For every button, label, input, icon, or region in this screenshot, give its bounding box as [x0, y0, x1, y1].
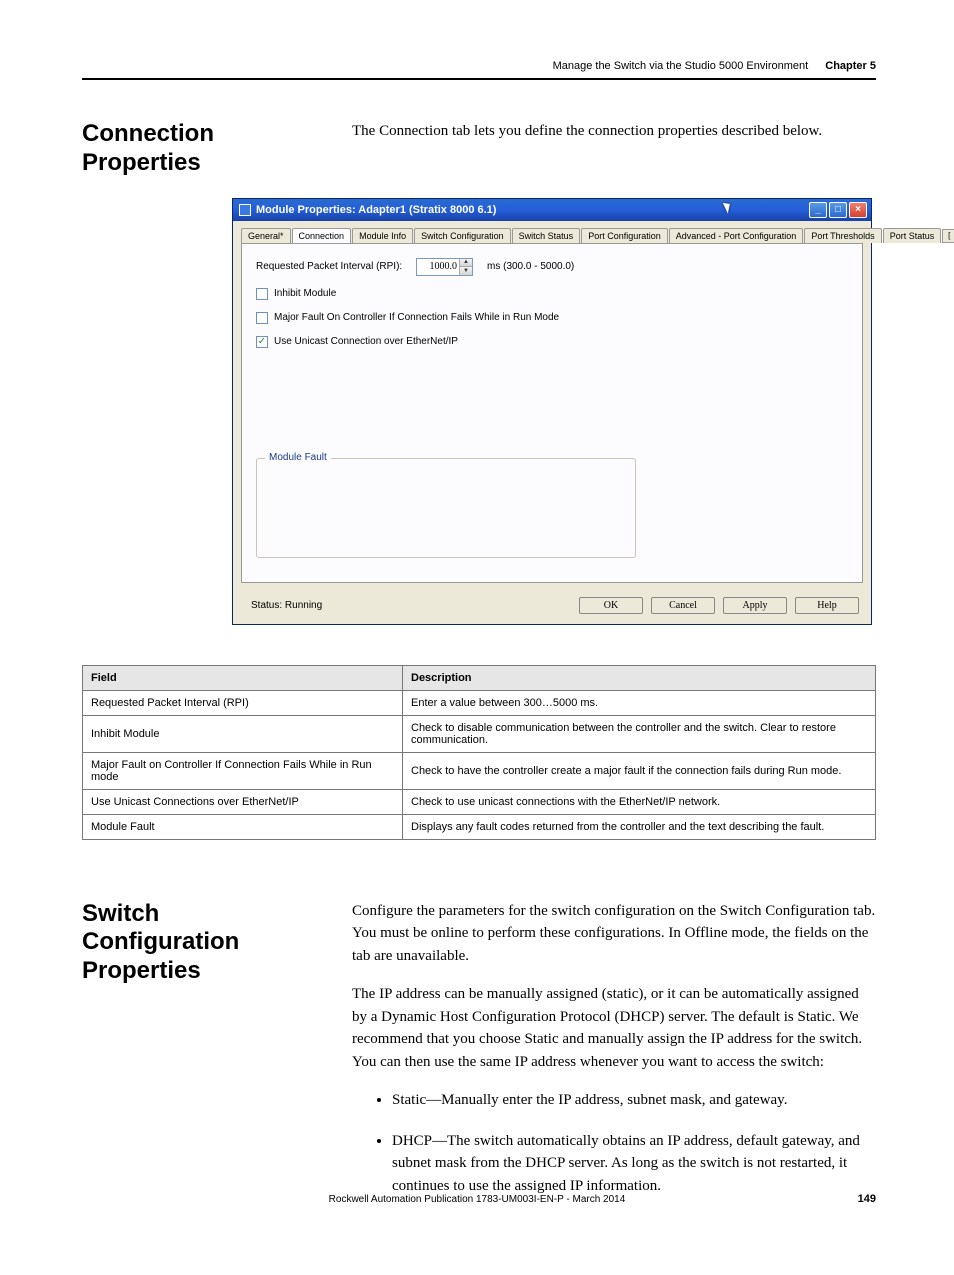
page-header: Manage the Switch via the Studio 5000 En… [82, 60, 876, 80]
major-fault-label: Major Fault On Controller If Connection … [274, 312, 559, 323]
apply-button[interactable]: Apply [723, 597, 787, 614]
breadcrumb-text: Manage the Switch via the Studio 5000 En… [553, 60, 809, 72]
inhibit-label: Inhibit Module [274, 288, 336, 299]
tab-adv-port-config[interactable]: Advanced - Port Configuration [669, 228, 804, 243]
tab-connection[interactable]: Connection [292, 228, 352, 244]
connection-tab-panel: Requested Packet Interval (RPI): ▲ ▼ ms … [241, 243, 863, 583]
table-row: Module Fault Displays any fault codes re… [83, 814, 876, 839]
cell-field: Requested Packet Interval (RPI) [83, 690, 403, 715]
unicast-checkbox[interactable]: ✓ [256, 336, 268, 348]
cell-desc: Check to disable communication between t… [403, 715, 876, 752]
tab-general[interactable]: General* [241, 228, 291, 243]
switch-config-li1: Static—Manually enter the IP address, su… [392, 1089, 876, 1112]
dialog-titlebar: Module Properties: Adapter1 (Stratix 800… [233, 199, 871, 221]
th-field: Field [83, 665, 403, 690]
th-description: Description [403, 665, 876, 690]
field-description-table: Field Description Requested Packet Inter… [82, 665, 876, 840]
table-row: Use Unicast Connections over EtherNet/IP… [83, 789, 876, 814]
section-intro-connection: The Connection tab lets you define the c… [352, 120, 876, 143]
tab-module-info[interactable]: Module Info [352, 228, 413, 243]
ok-button[interactable]: OK [579, 597, 643, 614]
cell-desc: Check to have the controller create a ma… [403, 752, 876, 789]
minimize-button[interactable]: _ [809, 202, 827, 218]
rpi-label: Requested Packet Interval (RPI): [256, 261, 416, 272]
page-number: 149 [858, 1193, 876, 1205]
dialog-screenshot: Module Properties: Adapter1 (Stratix 800… [232, 198, 872, 625]
unicast-label: Use Unicast Connection over EtherNet/IP [274, 336, 458, 347]
cell-field: Module Fault [83, 814, 403, 839]
maximize-button[interactable]: □ [829, 202, 847, 218]
table-row: Inhibit Module Check to disable communic… [83, 715, 876, 752]
rpi-input[interactable] [417, 259, 459, 275]
tab-port-config[interactable]: Port Configuration [581, 228, 668, 243]
help-button[interactable]: Help [795, 597, 859, 614]
section-heading-switch-config: Switch Configuration Properties [82, 900, 322, 986]
cell-field: Major Fault on Controller If Connection … [83, 752, 403, 789]
tab-port-status[interactable]: Port Status [883, 228, 942, 243]
app-icon [239, 204, 251, 216]
chapter-label: Chapter 5 [825, 60, 876, 72]
tab-switch-config[interactable]: Switch Configuration [414, 228, 511, 243]
cancel-button[interactable]: Cancel [651, 597, 715, 614]
rpi-spin-down[interactable]: ▼ [459, 267, 472, 275]
module-fault-legend: Module Fault [265, 452, 331, 463]
cell-field: Use Unicast Connections over EtherNet/IP [83, 789, 403, 814]
status-text: Status: Running [251, 600, 571, 611]
table-row: Requested Packet Interval (RPI) Enter a … [83, 690, 876, 715]
inhibit-checkbox[interactable] [256, 288, 268, 300]
module-fault-group: Module Fault [256, 458, 636, 558]
cell-field: Inhibit Module [83, 715, 403, 752]
cell-desc: Displays any fault codes returned from t… [403, 814, 876, 839]
cell-desc: Check to use unicast connections with th… [403, 789, 876, 814]
section-heading-connection: Connection Properties [82, 120, 322, 178]
tab-port-thresholds[interactable]: Port Thresholds [804, 228, 881, 243]
rpi-spinbox[interactable]: ▲ ▼ [416, 258, 473, 276]
switch-config-li2: DHCP—The switch automatically obtains an… [392, 1130, 876, 1198]
page-footer: Rockwell Automation Publication 1783-UM0… [0, 1194, 954, 1205]
tab-scroll-home[interactable]: [ [942, 229, 954, 243]
cell-desc: Enter a value between 300…5000 ms. [403, 690, 876, 715]
rpi-spin-up[interactable]: ▲ [459, 259, 472, 268]
table-row: Major Fault on Controller If Connection … [83, 752, 876, 789]
rpi-range: ms (300.0 - 5000.0) [487, 261, 574, 272]
switch-config-p1: Configure the parameters for the switch … [352, 900, 876, 968]
close-button[interactable]: × [849, 202, 867, 218]
switch-config-p2: The IP address can be manually assigned … [352, 983, 876, 1073]
tab-strip: General* Connection Module Info Switch C… [233, 221, 871, 243]
tab-switch-status[interactable]: Switch Status [512, 228, 581, 243]
major-fault-checkbox[interactable] [256, 312, 268, 324]
